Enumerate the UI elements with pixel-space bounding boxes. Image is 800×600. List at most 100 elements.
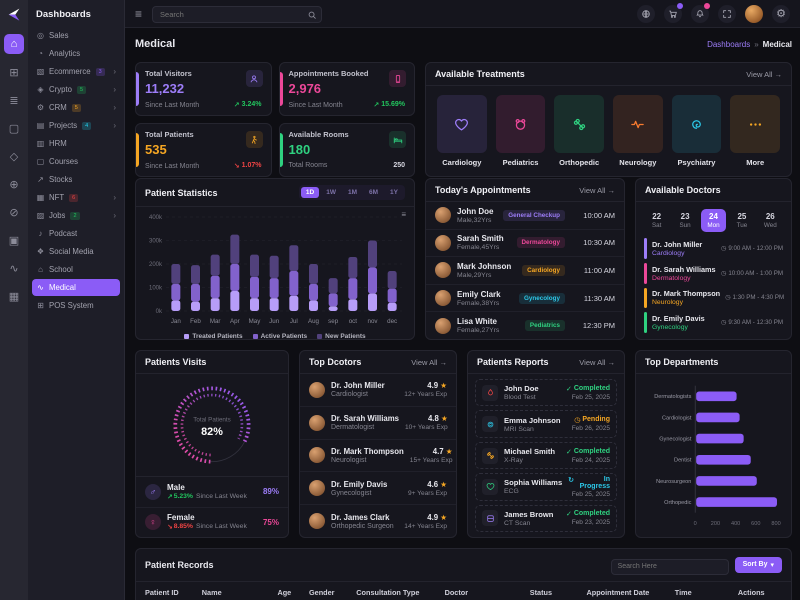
sidebar-item[interactable]: ▢ Courses [32,153,120,170]
stat-card[interactable]: Total Patients 535 Since Last Month ↘ 1.… [135,123,272,177]
range-pill[interactable]: 1W [326,189,336,196]
rail-icon[interactable]: ∿ [9,262,19,275]
report-patient-name: John Doe [504,384,539,394]
sidebar-item[interactable]: ▧ Ecommerce 3 › [32,63,120,80]
visits-row[interactable]: ♀ Female ↘ 8.85% Since Last Week [136,508,288,538]
stat-title: Available Rooms [288,130,349,139]
sort-by-button[interactable]: Sort By ▾ [734,556,782,573]
top-doctors-view-all[interactable]: View All → [411,357,447,367]
day-pill[interactable]: 22 Sat [644,209,669,232]
sidebar-item[interactable]: ⌂ School [32,261,120,278]
report-row[interactable]: Sophia Williams ECG ↻ In Progress Feb 25… [475,473,617,501]
report-row[interactable]: John Doe Blood Test ✓ Completed Feb 25, … [475,379,617,407]
visits-row[interactable]: ♂ Male ↗ 5.23% Since Last Week [136,477,288,508]
sidebar-item[interactable]: ∿ Medical [32,279,120,296]
legend-swatch [184,334,190,339]
day-pill[interactable]: 25 Tue [729,209,754,232]
doctor-accent-bar [644,312,647,333]
appointment-time: 12:30 PM [582,321,615,331]
rail-icon[interactable]: ≣ [9,94,19,107]
rail-icon[interactable]: ⊕ [9,178,19,191]
sidebar-title: Dashboards [36,9,91,20]
rail-icon[interactable]: ▦ [8,290,20,303]
treatments-view-all[interactable]: View All → [746,69,782,79]
globe-icon[interactable] [637,4,655,23]
gear-icon[interactable]: ⚙ [772,4,790,23]
range-pill[interactable]: 1Y [390,189,398,196]
appointment-row[interactable]: Emily Clark Female,38Yrs Gynecology 11:3… [426,285,624,313]
rail-icon[interactable]: ▣ [8,234,20,247]
sidebar-item[interactable]: ↗ Stocks [32,171,120,188]
appointments-view-all[interactable]: View All → [579,185,615,195]
rail-icon[interactable]: ⌂ [4,34,24,54]
treatment-tile[interactable]: Cardiology [437,95,487,167]
sidebar-item[interactable]: ◈ Crypto 5 › [32,81,120,98]
stat-card[interactable]: Appointments Booked 2,976 Since Last Mon… [278,62,415,116]
report-row[interactable]: Emma Johnson MRI Scan ◷ Pending Feb 26, … [475,410,617,438]
search-input[interactable] [152,6,323,23]
breadcrumb-parent[interactable]: Dashboards [707,39,751,49]
stat-accent-bar [136,72,139,106]
treatment-tile[interactable]: Orthopedic [554,95,604,167]
sidebar-item[interactable]: ♪ Podcast [32,225,120,242]
records-search-input[interactable] [610,558,729,575]
doctor-schedule-row[interactable]: Dr. Mark Thompson Neurology ◷ 1:30 PM - … [644,287,785,309]
chart-menu-icon[interactable]: ≡ [401,210,406,219]
rail-icon[interactable]: ◇ [9,150,19,163]
sidebar-item[interactable]: ❖ Social Media [32,243,120,260]
doctor-schedule-row[interactable]: Dr. John Miller Cardiology ◷ 9:00 AM - 1… [644,238,783,259]
sidebar-item[interactable]: ⚙ CRM 5 › [32,99,120,116]
appointment-row[interactable]: Sarah Smith Female,45Yrs Dermatology 10:… [426,230,624,258]
report-row[interactable]: Michael Smith X-Ray ✓ Completed Feb 24, … [475,441,617,470]
sidebar-item[interactable]: ▨ Jobs 2 › [32,207,120,224]
doctor-hours: 1:30 PM - 4:30 PM [732,294,785,302]
report-row[interactable]: James Brown CT Scan ✓ Completed Feb 23, … [475,504,617,533]
doctor-specialty: Dermatologist [331,424,375,432]
treatment-tile[interactable]: Pediatrics [495,95,546,167]
treatment-tile[interactable]: Neurology [613,95,663,167]
rail-icon[interactable]: ⊞ [9,66,19,79]
star-icon: ★ [445,446,453,456]
day-pill[interactable]: 23 Sun [672,209,697,232]
stat-card[interactable]: Total Visitors 11,232 Since Last Month ↗… [135,62,272,116]
legend-swatch [252,334,258,339]
range-pill[interactable]: 1D [300,187,320,198]
table-column-header: Appointment Date [586,587,650,597]
bell-icon[interactable] [691,2,710,23]
day-pill[interactable]: 24 Mon [700,209,727,232]
sidebar-item-label: NFT [49,193,65,202]
sidebar-item[interactable]: ◎ Sales [32,27,120,44]
rail-icon[interactable]: ⊘ [9,206,19,219]
svg-text:Jan: Jan [171,318,182,325]
doctor-schedule-row[interactable]: Dr. Sarah Williams Dermatology ◷ 10:00 A… [644,262,783,284]
appointment-row[interactable]: John Doe Male,32Yrs General Checkup 10:0… [426,202,624,230]
sidebar-item[interactable]: ◔ Analytics [32,45,120,62]
fullscreen-icon[interactable] [718,4,736,23]
range-pill[interactable]: 1M [347,189,358,196]
bell-badge [704,2,710,9]
sidebar-item[interactable]: ▦ NFT 6 › [32,189,120,206]
appointment-row[interactable]: Lisa White Female,27Yrs Pediatrics 12:30… [426,312,624,339]
stat-card[interactable]: Available Rooms 180 Total Rooms 250 [278,123,415,177]
treatment-tile[interactable]: More [730,95,780,167]
cart-icon[interactable] [664,2,683,23]
hamburger-menu-icon[interactable]: ≡ [135,6,143,21]
top-doctor-row[interactable]: Dr. Mark Thompson Neurologist 4.7 ★ 15+ … [300,440,456,473]
sidebar-item[interactable]: ▥ HRM [32,135,120,152]
rail-icon[interactable]: ▢ [8,122,20,135]
sidebar-item[interactable]: ▤ Projects 4 › [32,117,120,134]
range-pill[interactable]: 6M [369,189,379,196]
appointment-row[interactable]: Mark Johnson Male,29Yrs Cardiology 11:00… [426,257,624,285]
report-date: Feb 23, 2025 [571,519,610,527]
treatment-tile[interactable]: Psychiatry [671,95,722,167]
patients-reports-view-all[interactable]: View All → [579,357,615,367]
top-doctor-row[interactable]: Dr. Emily Davis Gynecologist 4.6 ★ 9+ Ye… [300,472,456,506]
top-doctor-row[interactable]: Dr. John Miller Cardiologist 4.9 ★ 12+ Y… [300,374,456,407]
day-pill[interactable]: 26 Wed [758,209,783,232]
top-doctor-row[interactable]: Dr. James Clark Orthopedic Surgeon 4.9 ★… [300,505,456,537]
top-doctor-row[interactable]: Dr. Sarah Williams Dermatologist 4.8 ★ 1… [300,407,456,440]
sidebar-item[interactable]: ⊞ POS System [32,297,120,314]
user-avatar[interactable] [745,4,763,23]
doctor-schedule-row[interactable]: Dr. Emily Davis Gynecology ◷ 9:30 AM - 1… [644,312,783,333]
app-logo[interactable] [4,4,24,24]
